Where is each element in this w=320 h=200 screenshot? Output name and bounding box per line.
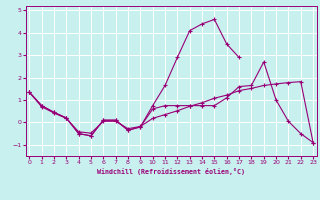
X-axis label: Windchill (Refroidissement éolien,°C): Windchill (Refroidissement éolien,°C) — [97, 168, 245, 175]
